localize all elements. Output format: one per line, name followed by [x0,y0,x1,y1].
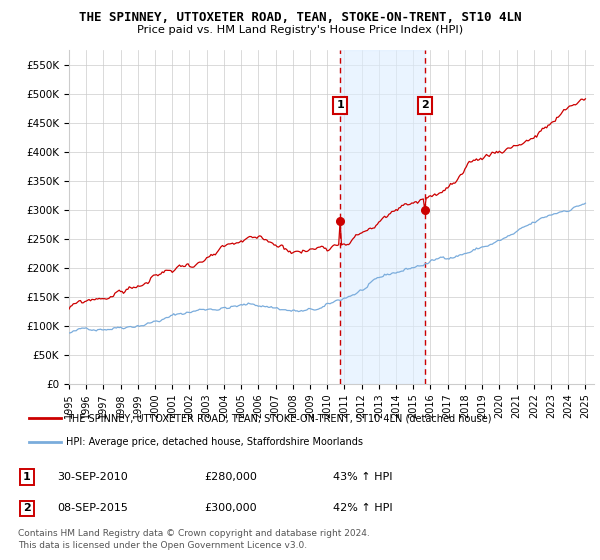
Text: HPI: Average price, detached house, Staffordshire Moorlands: HPI: Average price, detached house, Staf… [66,436,363,446]
Bar [340,50,425,384]
Text: 2: 2 [421,100,428,110]
Text: £280,000: £280,000 [204,472,257,482]
Text: 08-SEP-2015: 08-SEP-2015 [57,503,128,514]
Text: THE SPINNEY, UTTOXETER ROAD, TEAN, STOKE-ON-TRENT, ST10 4LN (detached house): THE SPINNEY, UTTOXETER ROAD, TEAN, STOKE… [66,413,491,423]
Text: 43% ↑ HPI: 43% ↑ HPI [333,472,392,482]
Text: Contains HM Land Registry data © Crown copyright and database right 2024.: Contains HM Land Registry data © Crown c… [18,529,370,538]
Text: Price paid vs. HM Land Registry's House Price Index (HPI): Price paid vs. HM Land Registry's House … [137,25,463,35]
Text: This data is licensed under the Open Government Licence v3.0.: This data is licensed under the Open Gov… [18,541,307,550]
Text: 30-SEP-2010: 30-SEP-2010 [57,472,128,482]
Text: 1: 1 [23,472,31,482]
Text: £300,000: £300,000 [204,503,257,514]
Text: 1: 1 [336,100,344,110]
Text: 2: 2 [23,503,31,514]
Text: 42% ↑ HPI: 42% ↑ HPI [333,503,392,514]
Text: THE SPINNEY, UTTOXETER ROAD, TEAN, STOKE-ON-TRENT, ST10 4LN: THE SPINNEY, UTTOXETER ROAD, TEAN, STOKE… [79,11,521,24]
